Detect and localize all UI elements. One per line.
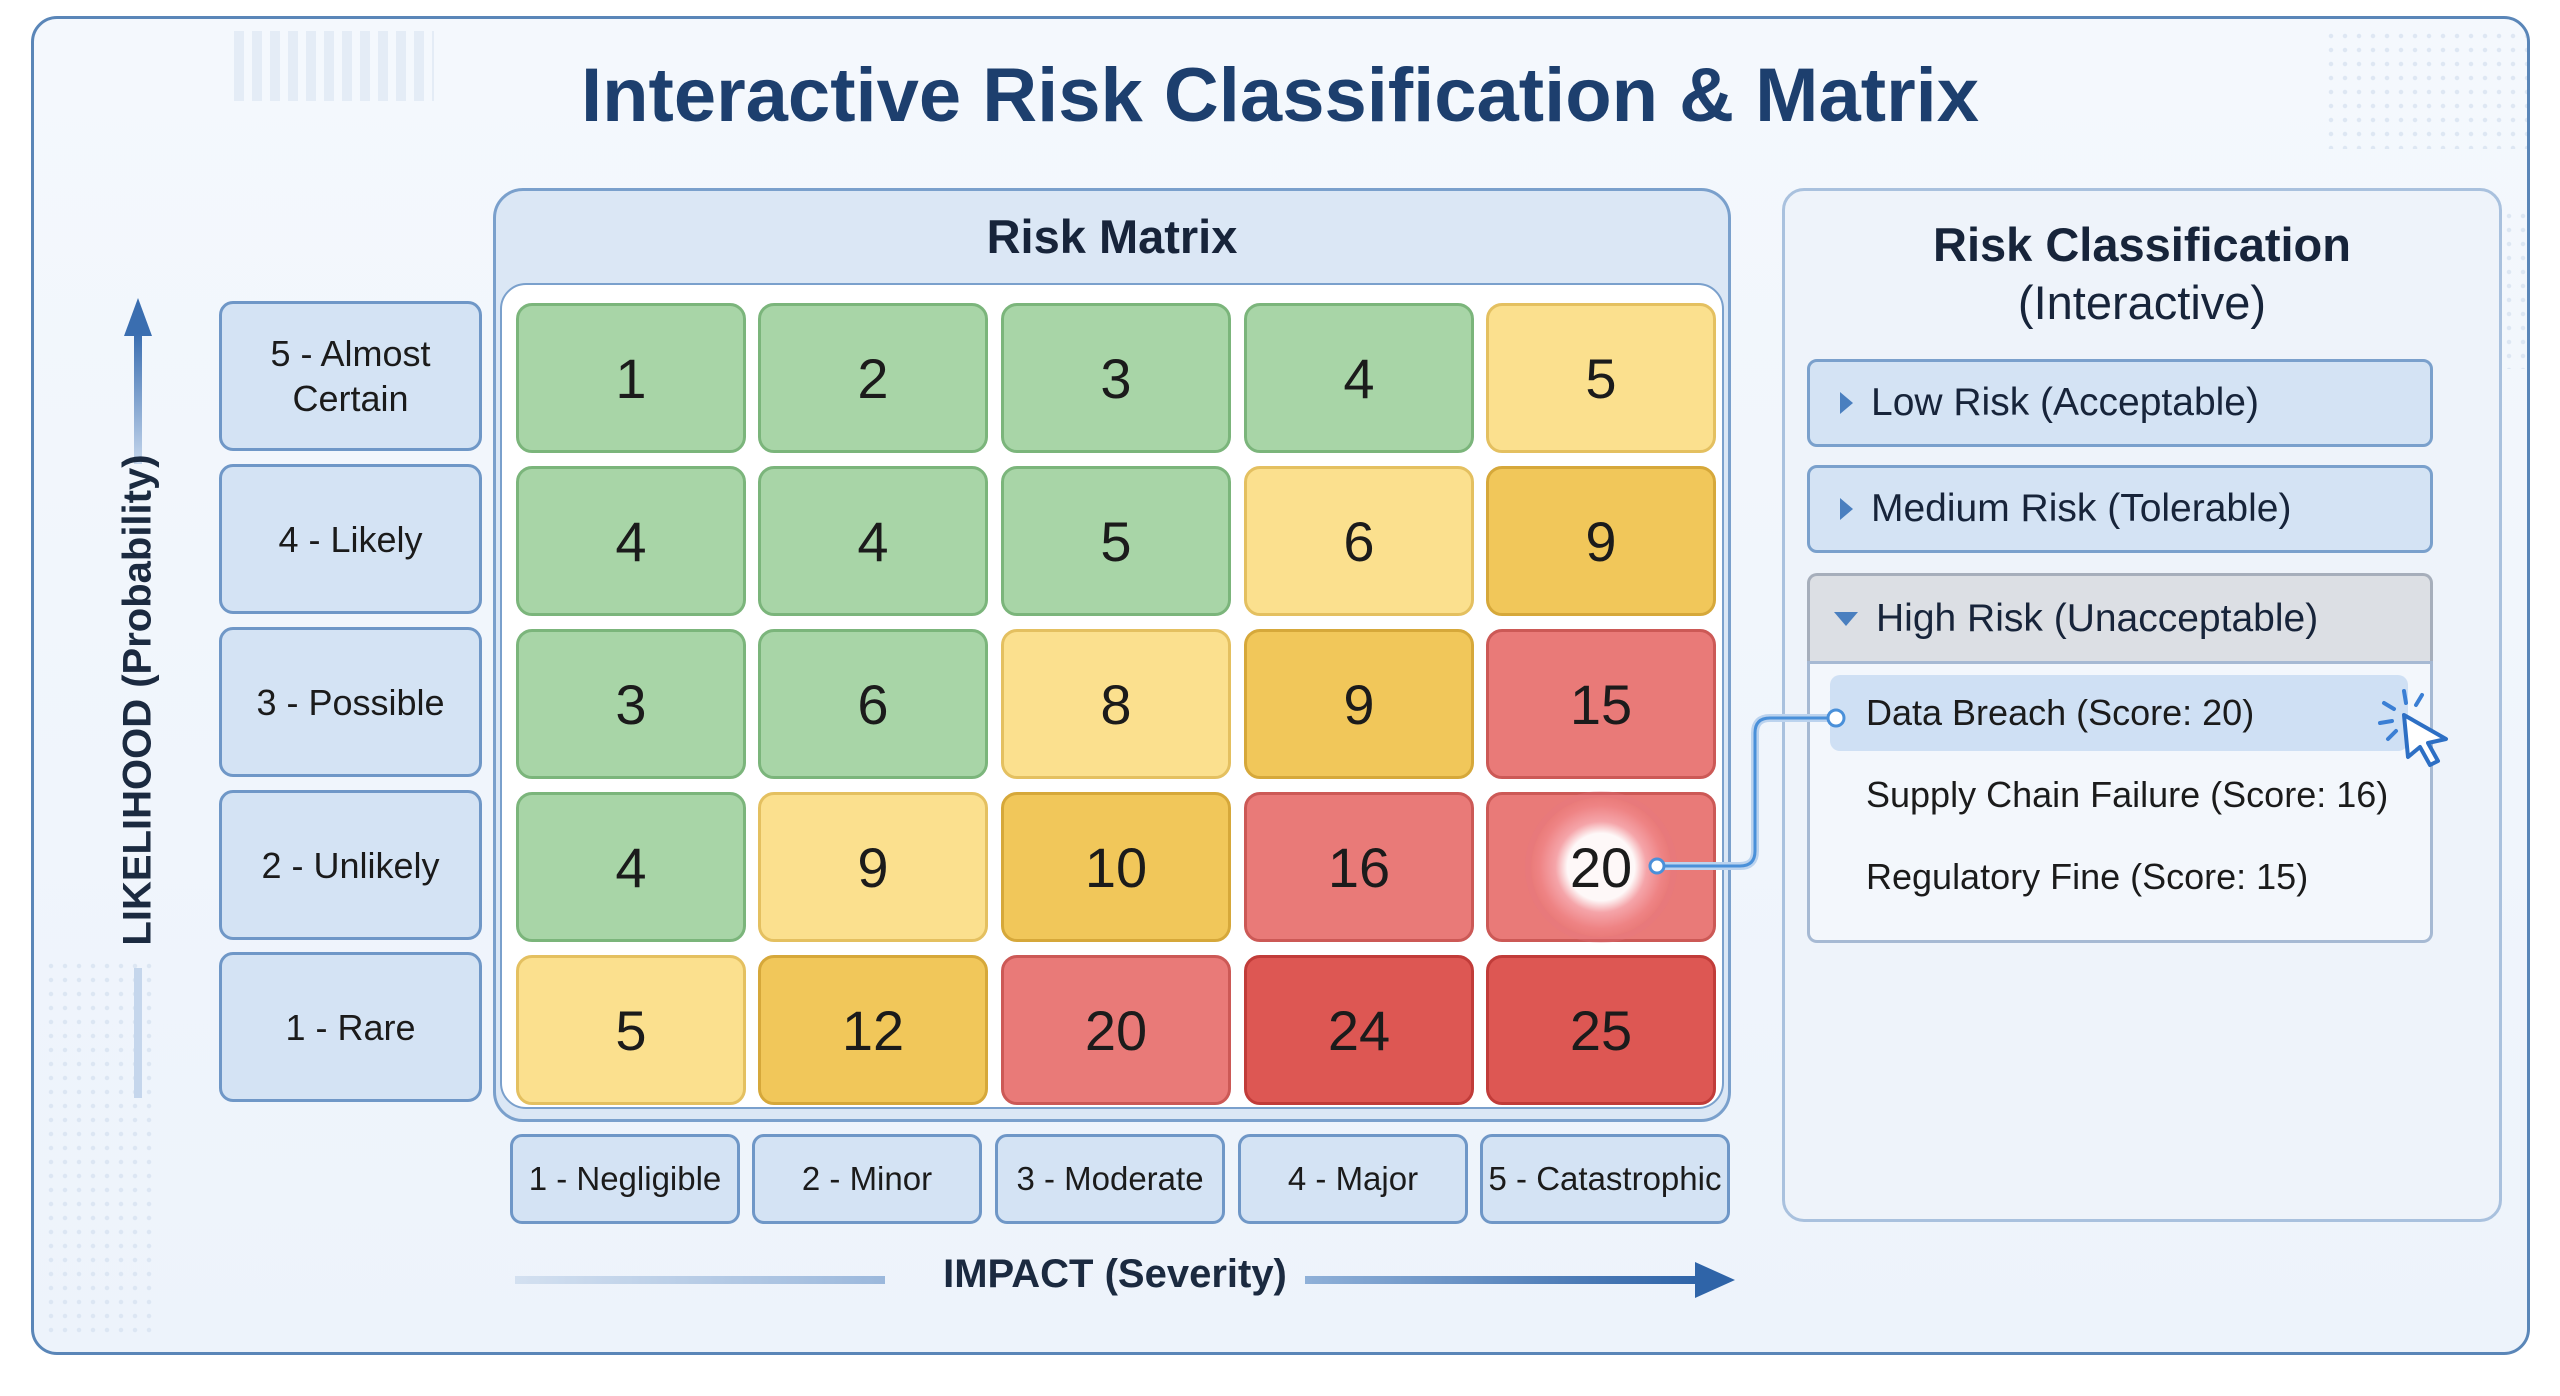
matrix-cell-score: 4 [615,835,647,899]
divider [1810,661,2430,664]
matrix-cell-r3-c3[interactable]: 8 [1001,629,1231,779]
cursor-pointer-icon [2378,689,2448,767]
impact-label-2: 2 - Minor [752,1134,982,1224]
risk-matrix-title: Risk Matrix [986,210,1238,263]
matrix-cell-r2-c5[interactable]: 20 [1486,792,1716,942]
impact-label-4: 4 - Major [1238,1134,1468,1224]
matrix-cell-score: 20 [1084,998,1148,1062]
matrix-cell-r3-c4[interactable]: 9 [1244,629,1474,779]
classification-subtitle: (Interactive) [2017,276,2267,329]
matrix-cell-r5-c5[interactable]: 5 [1486,303,1716,453]
matrix-cell-score: 4 [1343,346,1375,410]
high-risk-accordion[interactable]: High Risk (Unacceptable) [1807,573,2433,661]
selection-glow [1531,797,1671,937]
matrix-cell-score: 4 [615,509,647,573]
risk-item-regulatory-fine[interactable]: Regulatory Fine (Score: 15) [1866,856,2309,897]
matrix-cell-score: 12 [841,998,905,1062]
matrix-cell-r3-c5[interactable]: 15 [1486,629,1716,779]
matrix-cell-score: 9 [1343,672,1375,736]
matrix-cell-r1-c5[interactable]: 25 [1486,955,1716,1105]
high-risk-list: Data Breach (Score: 20) Supply Chain Fai… [1807,661,2448,943]
matrix-cell-r2-c2[interactable]: 9 [758,792,988,942]
matrix-cell-r3-c2[interactable]: 6 [758,629,988,779]
decor-dots [2324,29,2527,149]
caret-down-icon [1834,611,1858,626]
matrix-cell-score: 1 [615,346,647,410]
matrix-cell-r1-c2[interactable]: 12 [758,955,988,1105]
impact-axis-arrow-icon [515,1262,1735,1298]
matrix-cell-r1-c4[interactable]: 24 [1244,955,1474,1105]
impact-label-5: 5 - Catastrophic [1480,1134,1730,1224]
matrix-cell-score: 4 [857,509,889,573]
matrix-cell-r4-c2[interactable]: 4 [758,466,988,616]
matrix-cell-r1-c1[interactable]: 5 [516,955,746,1105]
matrix-cell-score: 5 [1100,509,1132,573]
matrix-cell-score: 8 [1100,672,1132,736]
matrix-cell-score: 9 [857,835,889,899]
caret-right-icon [1840,498,1853,520]
matrix-cell-score: 6 [1343,509,1375,573]
matrix-cell-score: 15 [1569,672,1633,736]
risk-matrix-panel: Risk Matrix 1 2 3 4 5 4 4 5 6 9 3 6 8 9 15 4 9 10 16 20 5 12 2… [493,188,1731,1122]
matrix-cell-r2-c4[interactable]: 16 [1244,792,1474,942]
matrix-cell-r4-c4[interactable]: 6 [1244,466,1474,616]
decor-bars [234,31,434,101]
matrix-cell-score: 9 [1585,509,1617,573]
matrix-cell-score: 6 [857,672,889,736]
high-risk-label: High Risk (Unacceptable) [1876,596,2319,640]
matrix-cell-r5-c4[interactable]: 4 [1244,303,1474,453]
likelihood-label-1: 1 - Rare [219,952,482,1102]
likelihood-axis-arrow-icon [124,298,152,1098]
matrix-cell-score: 16 [1327,835,1391,899]
matrix-cell-r3-c1[interactable]: 3 [516,629,746,779]
risk-item-supply-chain-failure[interactable]: Supply Chain Failure (Score: 16) [1866,774,2389,815]
risk-classification-panel: Risk Classification (Interactive) Low Ri… [1782,188,2502,1222]
low-risk-label: Low Risk (Acceptable) [1871,381,2259,424]
likelihood-label-3: 3 - Possible [219,627,482,777]
matrix-cell-score: 5 [615,998,647,1062]
matrix-cell-r4-c1[interactable]: 4 [516,466,746,616]
impact-label-3: 3 - Moderate [995,1134,1225,1224]
matrix-cell-r5-c3[interactable]: 3 [1001,303,1231,453]
matrix-cell-score: 10 [1084,835,1148,899]
matrix-cell-r2-c1[interactable]: 4 [516,792,746,942]
matrix-cell-r4-c3[interactable]: 5 [1001,466,1231,616]
impact-label-1: 1 - Negligible [510,1134,740,1224]
matrix-cell-r2-c3[interactable]: 10 [1001,792,1231,942]
matrix-cell-score: 20 [1569,835,1633,899]
likelihood-label-5: 5 - Almost Certain [219,301,482,451]
low-risk-accordion[interactable]: Low Risk (Acceptable) [1807,359,2433,447]
matrix-cell-r1-c3[interactable]: 20 [1001,955,1231,1105]
risk-matrix-grid: 1 2 3 4 5 4 4 5 6 9 3 6 8 9 15 4 9 10 16 20 5 12 20 24 25 [500,283,1724,1109]
matrix-cell-r5-c2[interactable]: 2 [758,303,988,453]
caret-right-icon [1840,392,1853,414]
matrix-cell-score: 25 [1569,998,1633,1062]
likelihood-axis-label: LIKELIHOOD (Probability) [115,454,160,946]
matrix-cell-score: 5 [1585,346,1617,410]
impact-axis-label: IMPACT (Severity) [943,1252,1287,1296]
page-title: Interactive Risk Classification & Matrix [580,53,1980,138]
classification-title: Risk Classification [1933,218,2351,271]
likelihood-label-4: 4 - Likely [219,464,482,614]
risk-item-data-breach[interactable]: Data Breach (Score: 20) [1830,675,2408,751]
matrix-cell-score: 2 [857,346,889,410]
matrix-cell-score: 3 [1100,346,1132,410]
medium-risk-accordion[interactable]: Medium Risk (Tolerable) [1807,465,2433,553]
matrix-cell-score: 3 [615,672,647,736]
medium-risk-label: Medium Risk (Tolerable) [1871,487,2292,530]
likelihood-label-2: 2 - Unlikely [219,790,482,940]
matrix-cell-r4-c5[interactable]: 9 [1486,466,1716,616]
matrix-cell-score: 24 [1327,998,1391,1062]
matrix-cell-r5-c1[interactable]: 1 [516,303,746,453]
